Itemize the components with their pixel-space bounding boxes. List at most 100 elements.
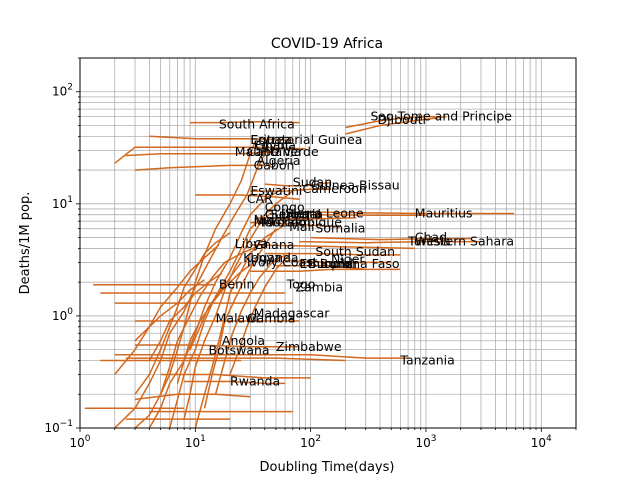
y-tick-label: 100 [52, 307, 73, 323]
series-line-39 [183, 212, 272, 420]
country-label: Morocco [254, 215, 306, 230]
country-label: Sudan [293, 174, 332, 189]
x-tick-exponent: 0 [85, 434, 91, 444]
country-label: Angola [222, 333, 265, 348]
country-label: Sierra Leone [285, 205, 364, 220]
country-label: Senegal [271, 207, 321, 222]
y-tick-exponent: 0 [67, 307, 73, 317]
series-line-50 [134, 279, 205, 342]
country-label: Congo [265, 199, 305, 214]
country-label: Sao Tome and Principe [370, 109, 512, 124]
country-label: Liberia [281, 207, 323, 222]
series-line-19 [275, 265, 401, 271]
y-tick-base: 10 [44, 421, 59, 435]
series-line-15 [299, 240, 481, 244]
x-tick-base: 10 [185, 436, 200, 450]
series-line-0 [114, 146, 306, 164]
country-label: Libya [235, 236, 268, 251]
x-tick-base: 10 [415, 436, 430, 450]
x-tick-exponent: 4 [546, 434, 552, 444]
country-label: Malawi [216, 310, 259, 325]
y-tick-exponent: 1 [67, 195, 73, 205]
country-label: Zambia [296, 279, 343, 294]
series-line-16 [250, 244, 415, 250]
y-tick-base: 10 [52, 309, 67, 323]
series-line-47 [148, 272, 223, 361]
country-label: Chad [415, 230, 447, 245]
country-label: Zimbabwe [276, 339, 342, 354]
series-line-3 [125, 151, 276, 157]
country-label: Guinea-Bissau [311, 178, 400, 193]
country-label: Gambia [247, 310, 296, 325]
country-label: Burkina Faso [320, 256, 400, 271]
series-line-43 [114, 244, 220, 375]
series-line-34 [134, 393, 251, 401]
country-label: Uganda [250, 250, 298, 265]
series-line-25 [114, 354, 409, 359]
country-label: Ghana [254, 237, 295, 252]
x-axis-ticks: 100 101 102 103 104 [69, 428, 577, 450]
series-line-42 [159, 245, 259, 395]
country-label: Egypt [254, 138, 290, 153]
country-label: South Africa [219, 117, 295, 132]
y-axis-label: Deaths/1M pop. [18, 192, 33, 295]
country-label: Mauritius [415, 205, 473, 220]
chart-title: COVID-19 Africa [271, 36, 383, 52]
country-label: Tunisia [407, 234, 451, 249]
series-line-13 [250, 221, 341, 228]
x-tick-label: 103 [415, 434, 436, 450]
series-line-8 [250, 188, 331, 192]
series-line-1 [190, 120, 300, 124]
country-label: Ghana [255, 138, 296, 153]
series-lines [84, 115, 514, 429]
y-tick-exponent: 2 [67, 83, 73, 93]
country-label: Tanzania [399, 353, 454, 368]
country-label: Mauritania [235, 144, 302, 159]
series-line-30 [184, 380, 286, 385]
series-line-46 [214, 254, 286, 395]
series-line-37 [148, 186, 286, 429]
series-line-18 [285, 260, 392, 264]
country-label: Mozambique [262, 215, 342, 230]
country-label: Algeria [257, 153, 301, 168]
country-label: Cameroon [303, 181, 367, 196]
country-label: Cabo Verde [247, 144, 319, 159]
x-tick-exponent: 1 [200, 434, 206, 444]
country-label: Gabon [254, 157, 295, 172]
series-line-4 [134, 164, 271, 171]
y-tick-base: 10 [52, 197, 67, 211]
x-tick-label: 100 [69, 434, 90, 450]
series-line-9 [195, 194, 300, 200]
x-tick-exponent: 2 [315, 434, 321, 444]
series-line-17 [264, 252, 401, 256]
country-label: Togo [286, 277, 316, 292]
country-label: South Sudan [315, 244, 395, 259]
country-label: CAR [247, 191, 273, 206]
country-label: Madagascar [254, 306, 331, 321]
series-line-40 [134, 232, 231, 395]
country-label: Nigeria [254, 212, 299, 227]
country-label: Kenya [243, 250, 281, 265]
country-label: Burundi [308, 256, 357, 271]
country-label: Rwanda [230, 373, 280, 388]
y-tick-exponent: −1 [60, 419, 73, 429]
series-line-48 [229, 254, 290, 375]
series-line-36 [114, 153, 266, 429]
series-line-12 [258, 217, 357, 220]
country-label: Somalia [315, 221, 365, 236]
y-tick-label: 102 [52, 83, 73, 99]
y-tick-label: 101 [52, 195, 73, 211]
plot-frame [79, 57, 577, 429]
country-label: Eswatini [250, 183, 302, 198]
country-label: Benin [219, 277, 255, 292]
x-tick-exponent: 3 [431, 434, 437, 444]
country-label: Botswana [208, 343, 269, 358]
series-line-38 [168, 190, 294, 429]
x-tick-base: 10 [300, 436, 315, 450]
series-line-44 [203, 228, 277, 409]
country-label: Guinea [265, 207, 309, 222]
country-label: Ethiopia [299, 256, 350, 271]
